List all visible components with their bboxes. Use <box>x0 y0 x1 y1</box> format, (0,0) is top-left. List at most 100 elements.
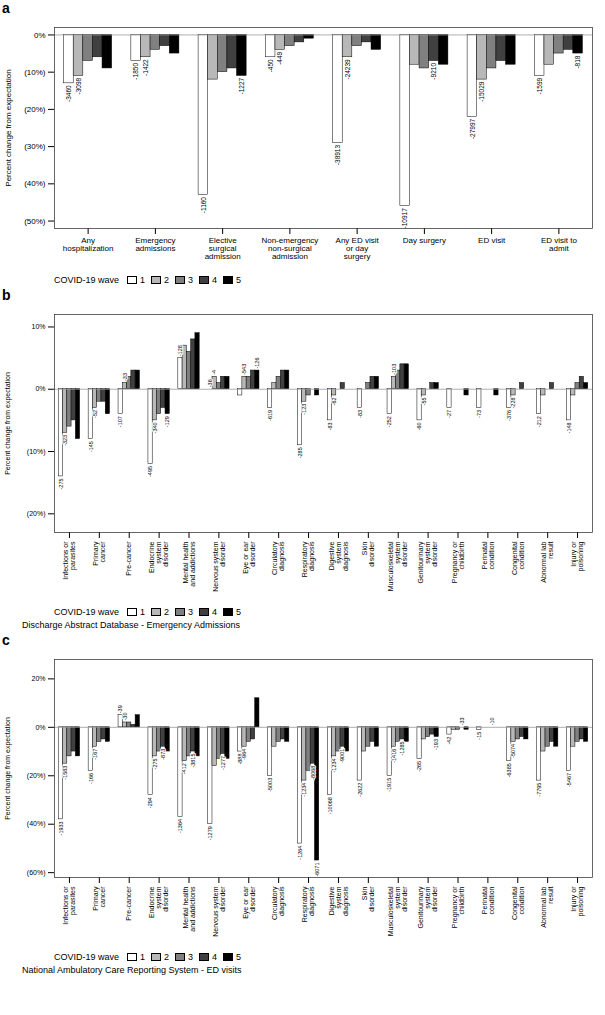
svg-text:-38913: -38913 <box>334 145 341 166</box>
svg-text:Endocrinesystemdisorder: Endocrinesystemdisorder <box>148 886 169 918</box>
svg-text:-166: -166 <box>88 773 94 784</box>
svg-text:-42: -42 <box>446 737 452 745</box>
svg-text:-15: -15 <box>476 732 482 740</box>
svg-text:-9001: -9001 <box>339 749 345 763</box>
svg-text:Infections orparasites: Infections orparasites <box>62 886 77 925</box>
svg-text:Musculoskeletalsystemdisorder: Musculoskeletalsystemdisorder <box>387 886 408 936</box>
svg-text:(10%): (10%) <box>27 448 46 456</box>
svg-text:-1160: -1160 <box>199 197 206 214</box>
svg-text:Eye or eardisorder: Eye or eardisorder <box>242 886 256 919</box>
svg-text:-7795: -7795 <box>536 783 542 797</box>
svg-text:-1583: -1583 <box>62 766 68 780</box>
svg-text:-27997: -27997 <box>468 118 475 139</box>
svg-text:Musculoskeletalsystemdisorder: Musculoskeletalsystemdisorder <box>387 541 408 591</box>
svg-text:-15029: -15029 <box>478 81 485 102</box>
svg-text:Respiratorydiagnosis: Respiratorydiagnosis <box>301 886 316 922</box>
svg-text:-10917: -10917 <box>401 208 408 229</box>
svg-text:-8068: -8068 <box>310 766 316 780</box>
svg-text:Perinatalcondition: Perinatalcondition <box>481 886 495 914</box>
svg-text:Digestivesystemdiagnosis: Digestivesystemdiagnosis <box>328 541 350 571</box>
svg-text:Mental healthand addictions: Mental healthand addictions <box>182 886 196 932</box>
svg-text:-73: -73 <box>476 410 482 418</box>
svg-text:Non-emergencynon-surgicaladmis: Non-emergencynon-surgicaladmission <box>261 236 318 261</box>
svg-text:Pre-cancer: Pre-cancer <box>125 886 132 921</box>
svg-text:-36: -36 <box>207 379 213 387</box>
svg-text:(20%): (20%) <box>27 510 46 518</box>
svg-text:Percent change from expectatio: Percent change from expectation <box>4 717 12 820</box>
svg-text:(40%): (40%) <box>24 179 46 188</box>
svg-text:-30: -30 <box>122 713 128 721</box>
svg-text:-39: -39 <box>117 705 123 713</box>
svg-text:Any ED visitor daysurgery: Any ED visitor daysurgery <box>336 236 380 261</box>
svg-text:-10: -10 <box>489 717 495 725</box>
svg-text:Mental healthand addictions: Mental healthand addictions <box>182 541 196 587</box>
svg-text:Pregnancy orchildbirth: Pregnancy orchildbirth <box>451 541 465 583</box>
svg-text:-52: -52 <box>92 410 98 418</box>
svg-text:Emergencyadmissions: Emergencyadmissions <box>135 236 175 253</box>
svg-text:ED visit toadmit: ED visit toadmit <box>541 236 578 253</box>
svg-text:-24239: -24239 <box>344 59 351 80</box>
svg-text:-145: -145 <box>88 441 94 452</box>
svg-text:-1364: -1364 <box>177 819 183 833</box>
svg-text:-6071: -6071 <box>314 863 320 877</box>
svg-text:Circulatorydiagnosis: Circulatorydiagnosis <box>271 541 286 575</box>
svg-text:-5003: -5003 <box>267 778 273 792</box>
svg-text:-4: -4 <box>211 370 217 375</box>
svg-text:Congenitalcondition: Congenitalcondition <box>511 886 525 920</box>
svg-text:Genitourinarysystemdisorder: Genitourinarysystemdisorder <box>417 886 438 929</box>
svg-text:-252: -252 <box>386 416 392 427</box>
svg-text:-62: -62 <box>331 397 337 405</box>
svg-text:(20%): (20%) <box>27 772 46 780</box>
svg-text:Genitourinarysystemdisorder: Genitourinarysystemdisorder <box>417 541 438 584</box>
svg-text:-60: -60 <box>416 422 422 430</box>
svg-text:Nervous systemdisorder: Nervous systemdisorder <box>212 541 226 592</box>
svg-text:Injury orpoisoning: Injury orpoisoning <box>570 541 585 572</box>
svg-text:(10%): (10%) <box>24 68 46 77</box>
svg-text:-1285: -1285 <box>399 741 405 755</box>
svg-text:-376: -376 <box>506 410 512 421</box>
svg-text:-27: -27 <box>446 410 452 418</box>
svg-text:-873: -873 <box>160 749 166 760</box>
svg-text:-449: -449 <box>276 51 283 64</box>
svg-text:Percent change from expectatio: Percent change from expectation <box>4 69 13 186</box>
svg-text:Percent change from expectatio: Percent change from expectation <box>4 372 12 475</box>
svg-text:10%: 10% <box>31 323 45 330</box>
svg-text:-193: -193 <box>433 739 439 750</box>
svg-text:-285: -285 <box>297 447 303 458</box>
svg-text:Skindisorder: Skindisorder <box>361 541 375 567</box>
svg-text:Primarycancer: Primarycancer <box>92 886 106 911</box>
svg-text:-123: -123 <box>301 404 307 415</box>
svg-text:-1416: -1416 <box>391 749 397 763</box>
svg-text:-1234: -1234 <box>331 758 337 772</box>
svg-text:-323: -323 <box>62 435 68 446</box>
svg-text:-167: -167 <box>92 749 98 760</box>
svg-text:-107: -107 <box>117 416 123 427</box>
svg-text:Respiratorydiagnosis: Respiratorydiagnosis <box>301 541 316 577</box>
svg-text:-619: -619 <box>267 410 273 421</box>
svg-text:Abnormal labresult: Abnormal labresult <box>540 886 554 927</box>
svg-text:Infections orparasites: Infections orparasites <box>62 541 77 580</box>
svg-text:-83: -83 <box>327 422 333 430</box>
svg-text:Anyhospitalization: Anyhospitalization <box>63 236 114 253</box>
svg-text:-2622: -2622 <box>357 783 363 797</box>
svg-text:-129: -129 <box>164 416 170 427</box>
svg-text:-265: -265 <box>416 761 422 772</box>
svg-text:-148: -148 <box>566 422 572 433</box>
svg-text:-543: -543 <box>241 364 247 375</box>
svg-text:(20%): (20%) <box>24 105 46 114</box>
svg-text:0%: 0% <box>34 31 46 40</box>
svg-text:-5074: -5074 <box>510 744 516 758</box>
svg-text:Digestivesystemdiagnosis: Digestivesystemdiagnosis <box>328 886 350 916</box>
svg-text:-9210: -9210 <box>430 63 437 80</box>
svg-text:-3460: -3460 <box>65 85 72 102</box>
svg-text:-228: -228 <box>510 397 516 408</box>
svg-text:-55: -55 <box>421 397 427 405</box>
svg-text:-128: -128 <box>177 345 183 356</box>
svg-text:-818: -818 <box>574 55 581 68</box>
svg-text:ED visit: ED visit <box>478 236 506 245</box>
svg-text:-10068: -10068 <box>327 797 333 814</box>
svg-text:-1279: -1279 <box>207 826 213 840</box>
svg-text:-1234: -1234 <box>301 783 307 797</box>
svg-text:-1277: -1277 <box>220 756 226 770</box>
svg-text:-340: -340 <box>152 422 158 433</box>
